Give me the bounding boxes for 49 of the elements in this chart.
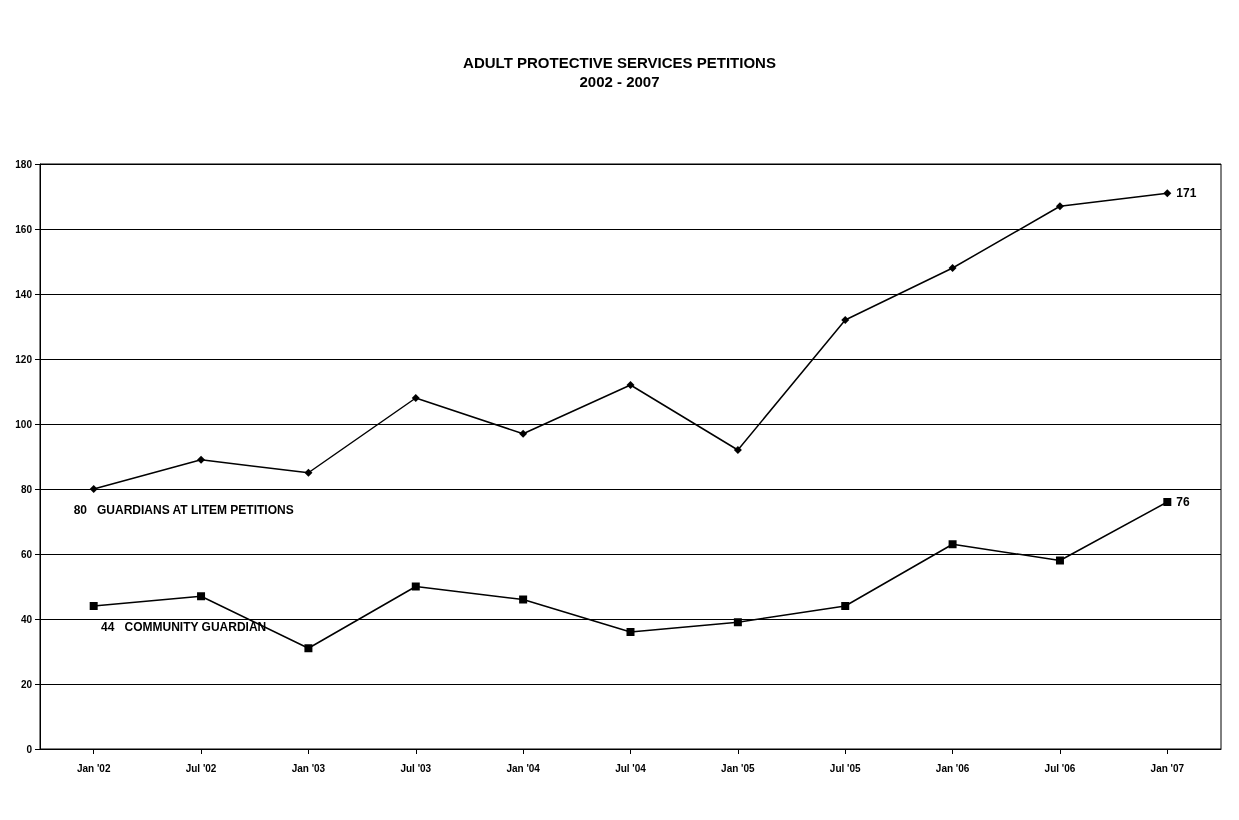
point	[841, 602, 850, 610]
y-tick-label: 40	[20, 613, 33, 625]
x-tick-label: Jan '05	[721, 762, 756, 774]
chart-title: ADULT PROTECTIVE SERVICES PETITIONS	[463, 54, 776, 71]
x-tick-label: Jul '03	[400, 762, 432, 774]
point	[733, 446, 742, 454]
y-tick-label: 160	[15, 223, 33, 235]
y-tick-label: 20	[20, 678, 33, 690]
text: 80 GUARDIANS AT LITEM PETITIONS	[73, 503, 294, 517]
y-tick-label: 100	[15, 418, 33, 430]
y-tick-label: 120	[15, 353, 33, 365]
point	[304, 468, 313, 477]
data-label: 171	[1176, 186, 1197, 201]
data-label: 76	[1176, 495, 1190, 509]
point	[1163, 189, 1172, 198]
point	[519, 429, 528, 438]
point	[626, 381, 635, 389]
x-tick-label: Jul '02	[185, 762, 217, 774]
point	[948, 540, 957, 549]
point	[626, 628, 635, 636]
point	[197, 592, 206, 601]
point	[733, 618, 742, 627]
x-tick-label: Jul '04	[615, 762, 647, 774]
y-tick-label: 60	[20, 548, 33, 560]
y-tick-label: 140	[15, 288, 33, 300]
point	[304, 644, 313, 653]
y-tick-label: 180	[15, 158, 33, 170]
chart-subtitle: 2002 - 2007	[579, 73, 660, 90]
point	[1163, 498, 1172, 506]
point	[519, 595, 528, 604]
y-tick-label: 80	[20, 483, 33, 495]
x-tick-label: Jan '06	[935, 762, 970, 774]
text: 44 COMMUNITY GUARDIAN	[101, 620, 267, 634]
point	[948, 264, 957, 272]
point	[197, 455, 206, 464]
point	[411, 582, 420, 591]
point	[411, 394, 420, 402]
point	[1055, 202, 1064, 211]
y-tick-label: 0	[26, 743, 33, 755]
point	[89, 485, 98, 493]
x-tick-label: Jan '07	[1150, 762, 1185, 774]
x-tick-label: Jan '03	[291, 762, 326, 774]
x-tick-label: Jul '05	[829, 762, 862, 774]
point	[89, 602, 98, 610]
point	[841, 316, 850, 324]
x-tick-label: Jan '02	[76, 762, 111, 774]
x-tick-label: Jan '04	[506, 762, 541, 774]
point	[1055, 556, 1064, 565]
x-tick-label: Jul '06	[1044, 762, 1076, 774]
